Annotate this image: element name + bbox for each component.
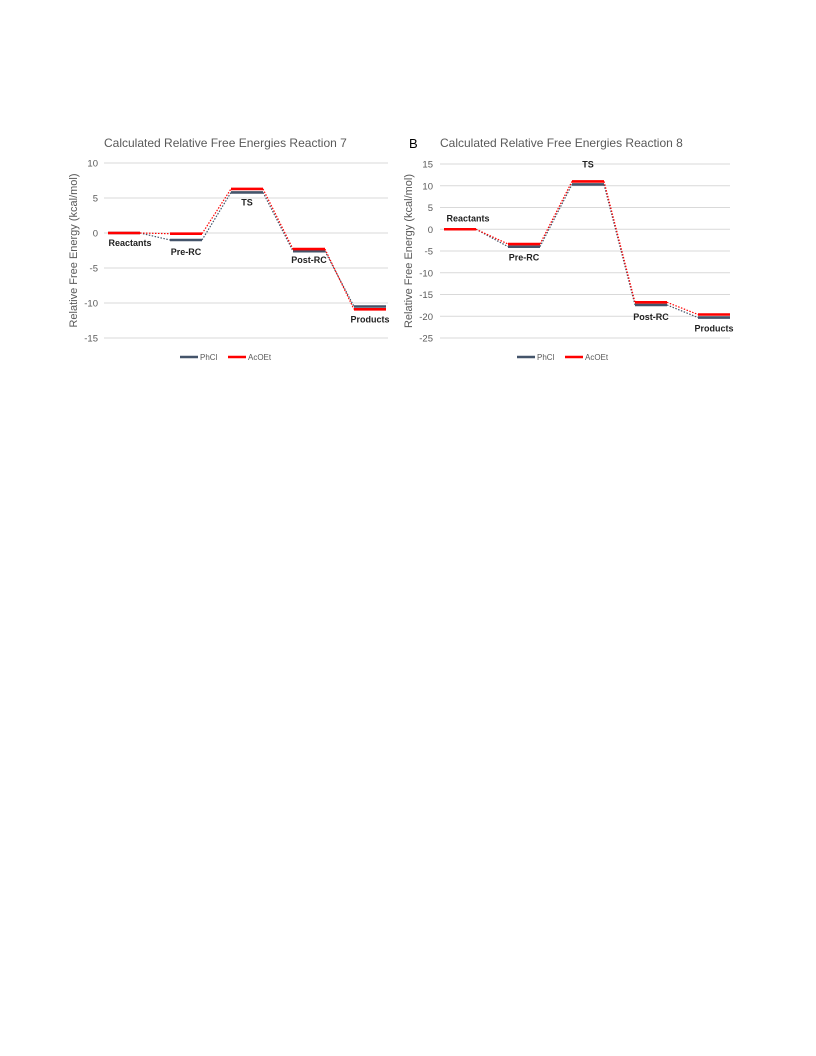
connector-phcl [603, 184, 636, 306]
y-tick-label: -10 [419, 268, 433, 279]
stage-label: Products [350, 314, 389, 324]
stage-label: TS [241, 197, 253, 207]
stage-label: TS [582, 159, 594, 169]
y-tick-label: -10 [84, 299, 98, 310]
connector-acoet [139, 232, 171, 235]
stage-label: Products [694, 324, 733, 334]
y-tick-label: 0 [93, 229, 98, 240]
y-tick-label: 15 [422, 160, 433, 171]
legend-label-phcl: PhCl [537, 353, 555, 362]
connector-acoet [324, 248, 355, 310]
connector-phcl [475, 228, 509, 248]
y-tick-label: -15 [419, 290, 433, 301]
connector-phcl [139, 232, 171, 241]
stage-label: Pre-RC [509, 253, 540, 263]
y-axis-label: Relative Free Energy (kcal/mol) [68, 173, 80, 327]
y-tick-label: -25 [419, 334, 433, 345]
connector-phcl [666, 304, 699, 319]
y-tick-label: -5 [425, 247, 433, 258]
connector-acoet [603, 181, 636, 303]
y-tick-label: 10 [422, 181, 433, 192]
connector-acoet [262, 188, 294, 250]
chart-title: Calculated Relative Free Energies Reacti… [440, 136, 683, 150]
connector-phcl [262, 192, 294, 252]
stage-label: Post-RC [633, 312, 669, 322]
stage-label: Reactants [446, 213, 489, 223]
y-tick-label: 0 [428, 225, 433, 236]
connector-acoet [666, 301, 699, 316]
y-tick-label: 5 [428, 203, 433, 214]
chart-title: Calculated Relative Free Energies Reacti… [104, 136, 347, 150]
legend-label-acoet: AcOEt [585, 353, 609, 362]
connector-acoet [475, 228, 509, 245]
reaction-8-chart: Calculated Relative Free Energies Reacti… [403, 136, 734, 362]
connector-phcl [539, 184, 573, 247]
stage-label: Pre-RC [171, 247, 202, 257]
connector-acoet [539, 181, 573, 245]
legend-label-phcl: PhCl [200, 353, 218, 362]
y-axis-label: Relative Free Energy (kcal/mol) [403, 174, 415, 328]
connector-acoet [201, 188, 232, 235]
y-tick-label: 10 [87, 159, 98, 170]
y-tick-label: -15 [84, 334, 98, 345]
legend-label-acoet: AcOEt [248, 353, 272, 362]
stage-label: Reactants [108, 238, 151, 248]
y-tick-label: -20 [419, 312, 433, 323]
connector-phcl [201, 192, 232, 241]
panel-label: B [409, 136, 418, 151]
y-tick-label: -5 [90, 264, 98, 275]
reaction-7-chart: Calculated Relative Free Energies Reacti… [68, 136, 390, 362]
stage-label: Post-RC [291, 255, 327, 265]
y-tick-label: 5 [93, 194, 98, 205]
